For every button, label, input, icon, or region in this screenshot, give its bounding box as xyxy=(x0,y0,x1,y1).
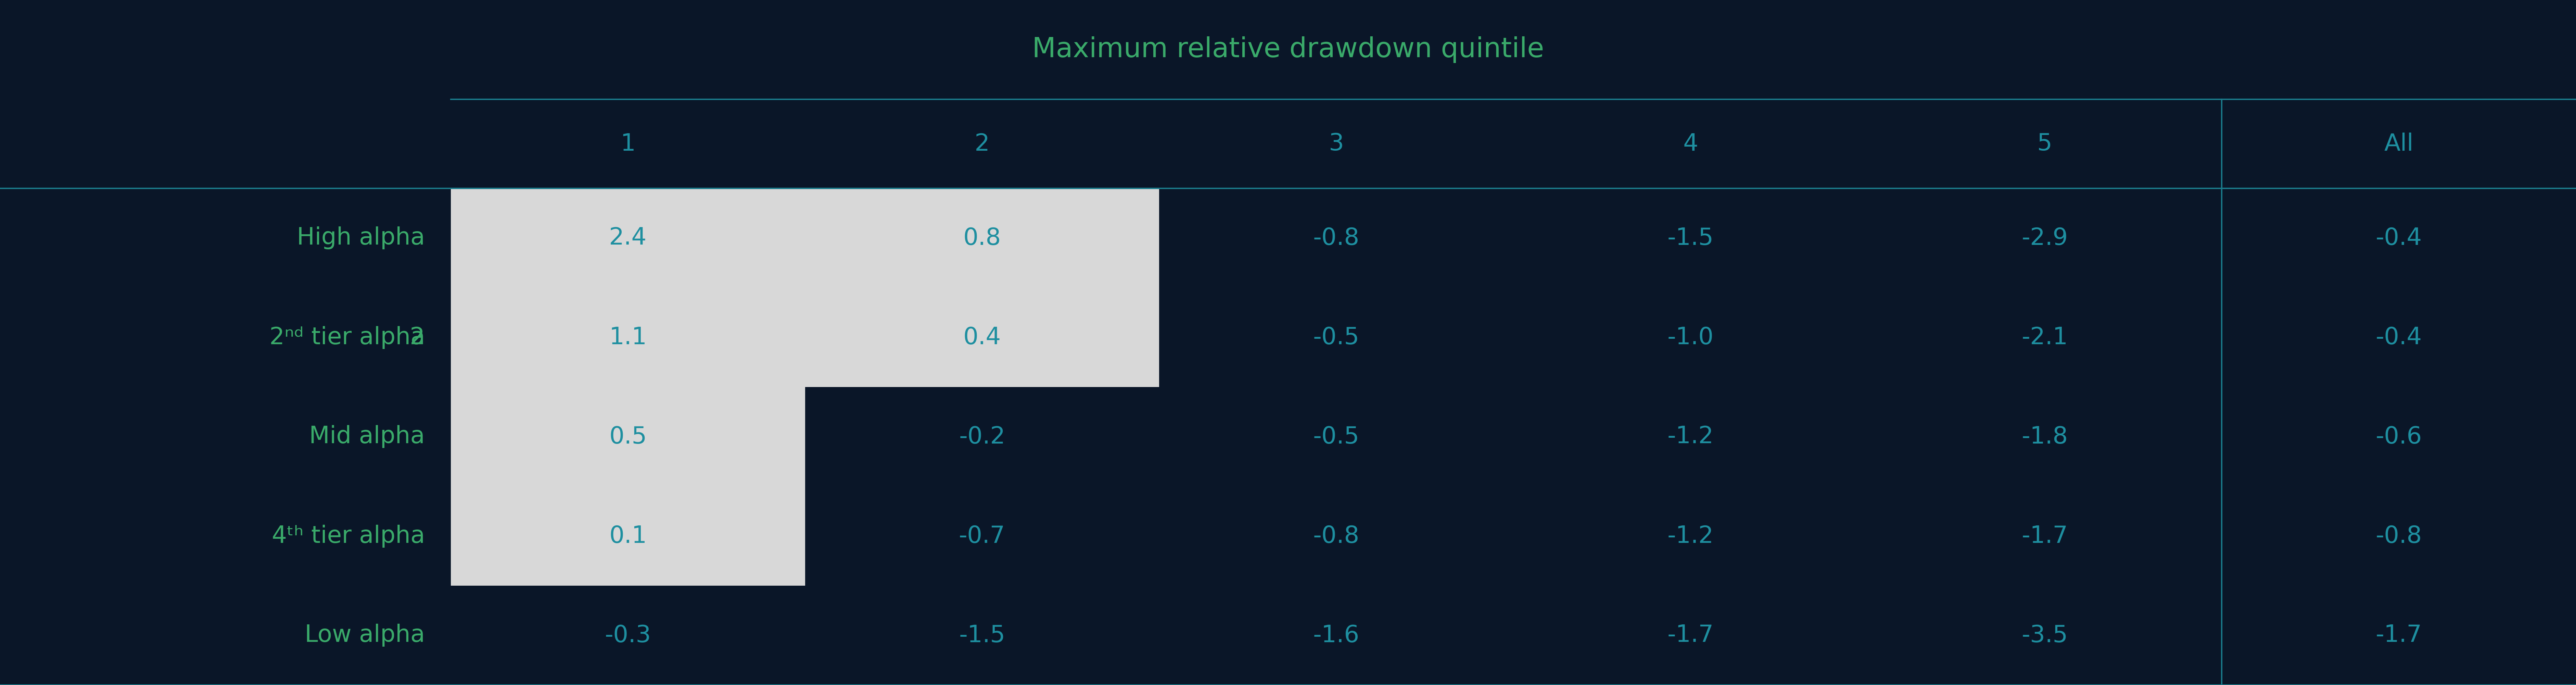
Text: -1.5: -1.5 xyxy=(1667,227,1713,249)
Text: All: All xyxy=(2385,132,2414,155)
Text: 2ⁿᵈ tier alpha: 2ⁿᵈ tier alpha xyxy=(270,326,425,349)
Text: -1.0: -1.0 xyxy=(1667,326,1713,349)
Text: -1.7: -1.7 xyxy=(2375,624,2421,647)
Text: -0.2: -0.2 xyxy=(958,425,1005,448)
Text: -1.7: -1.7 xyxy=(1667,624,1713,647)
Text: Maximum relative drawdown quintile: Maximum relative drawdown quintile xyxy=(1033,36,1543,63)
Text: -0.6: -0.6 xyxy=(2375,425,2421,448)
Text: -0.5: -0.5 xyxy=(1314,326,1360,349)
Text: 0.1: 0.1 xyxy=(608,525,647,547)
Text: -0.8: -0.8 xyxy=(1314,227,1360,249)
Text: 0.4: 0.4 xyxy=(963,326,1002,349)
Text: 2: 2 xyxy=(974,132,989,155)
Text: -0.3: -0.3 xyxy=(605,624,652,647)
Text: -1.2: -1.2 xyxy=(1667,425,1713,448)
Text: -0.4: -0.4 xyxy=(2375,326,2421,349)
Text: -1.7: -1.7 xyxy=(2022,525,2069,547)
Text: -1.5: -1.5 xyxy=(958,624,1005,647)
Text: 1: 1 xyxy=(621,132,636,155)
Text: 2.4: 2.4 xyxy=(608,227,647,249)
Text: Mid alpha: Mid alpha xyxy=(309,425,425,448)
Text: -2.1: -2.1 xyxy=(2022,326,2069,349)
Text: 5: 5 xyxy=(2038,132,2053,155)
Text: 0.8: 0.8 xyxy=(963,227,1002,249)
Text: 3: 3 xyxy=(1329,132,1345,155)
Text: 1.1: 1.1 xyxy=(608,326,647,349)
Text: Low alpha: Low alpha xyxy=(304,624,425,647)
Text: 4ᵗʰ tier alpha: 4ᵗʰ tier alpha xyxy=(273,525,425,547)
Text: -0.8: -0.8 xyxy=(1314,525,1360,547)
Text: -0.7: -0.7 xyxy=(958,525,1005,547)
Text: 4: 4 xyxy=(1682,132,1698,155)
Text: -1.6: -1.6 xyxy=(1314,624,1360,647)
Text: High alpha: High alpha xyxy=(296,227,425,249)
Text: 0.5: 0.5 xyxy=(608,425,647,448)
Text: -0.8: -0.8 xyxy=(2375,525,2421,547)
Text: -0.5: -0.5 xyxy=(1314,425,1360,448)
Text: 2: 2 xyxy=(410,326,425,349)
Text: -3.5: -3.5 xyxy=(2022,624,2069,647)
Text: -0.4: -0.4 xyxy=(2375,227,2421,249)
Text: -1.8: -1.8 xyxy=(2022,425,2069,448)
Text: -1.2: -1.2 xyxy=(1667,525,1713,547)
Text: -2.9: -2.9 xyxy=(2022,227,2069,249)
